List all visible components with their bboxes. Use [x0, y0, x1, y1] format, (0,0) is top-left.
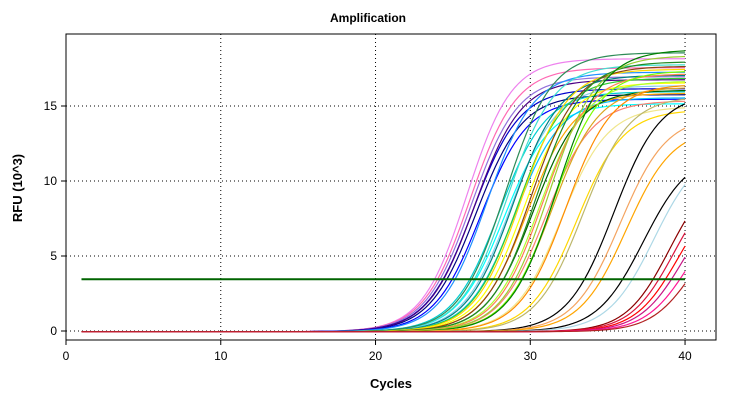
amplification-curve [81, 85, 686, 333]
amplification-curve [81, 71, 686, 333]
amplification-curve [81, 98, 686, 333]
plot-area [81, 50, 686, 333]
amplification-curve [81, 232, 686, 333]
y-tick-label: 5 [50, 249, 57, 263]
x-tick-label: 40 [678, 349, 692, 363]
amplification-curve [81, 92, 686, 333]
amplification-curve [81, 127, 686, 333]
amplification-curve [81, 256, 686, 333]
x-axis-ticks: 0 10 20 30 40 [63, 340, 692, 363]
chart-title: Amplification [330, 11, 406, 25]
amplification-curve [81, 283, 686, 333]
amplification-curve [81, 142, 686, 333]
amplification-curve [81, 74, 686, 333]
amplification-curve [81, 87, 686, 333]
amplification-curve [81, 85, 686, 333]
x-tick-label: 30 [524, 349, 538, 363]
amplification-curve [81, 79, 686, 333]
amplification-curve [81, 97, 686, 333]
amplification-curve [81, 176, 686, 333]
amplification-curve [81, 94, 686, 333]
y-tick-label: 15 [44, 99, 58, 113]
x-tick-label: 10 [214, 349, 228, 363]
amplification-curve [81, 71, 686, 333]
amplification-curve [81, 100, 686, 333]
x-axis-label: Cycles [370, 376, 412, 391]
y-tick-label: 0 [50, 324, 57, 338]
amplification-curve [81, 220, 686, 333]
amplification-curve [81, 103, 686, 333]
amplification-curve [81, 73, 686, 333]
y-axis-ticks: 0 5 10 15 [44, 99, 66, 338]
amplification-curve [81, 98, 686, 333]
amplification-curve [81, 81, 686, 333]
amplification-curve [81, 91, 686, 333]
y-axis-label: RFU (10^3) [10, 154, 25, 222]
x-tick-label: 0 [63, 349, 70, 363]
amplification-curve [81, 67, 686, 333]
amplification-curve [81, 76, 686, 333]
amplification-curve [81, 103, 686, 333]
amplification-curves [81, 50, 686, 333]
amplification-curve [81, 111, 686, 333]
amplification-curve [81, 271, 686, 333]
x-tick-label: 20 [369, 349, 383, 363]
y-tick-label: 10 [44, 174, 58, 188]
amplification-curve [81, 77, 686, 333]
plot-frame [65, 33, 717, 341]
